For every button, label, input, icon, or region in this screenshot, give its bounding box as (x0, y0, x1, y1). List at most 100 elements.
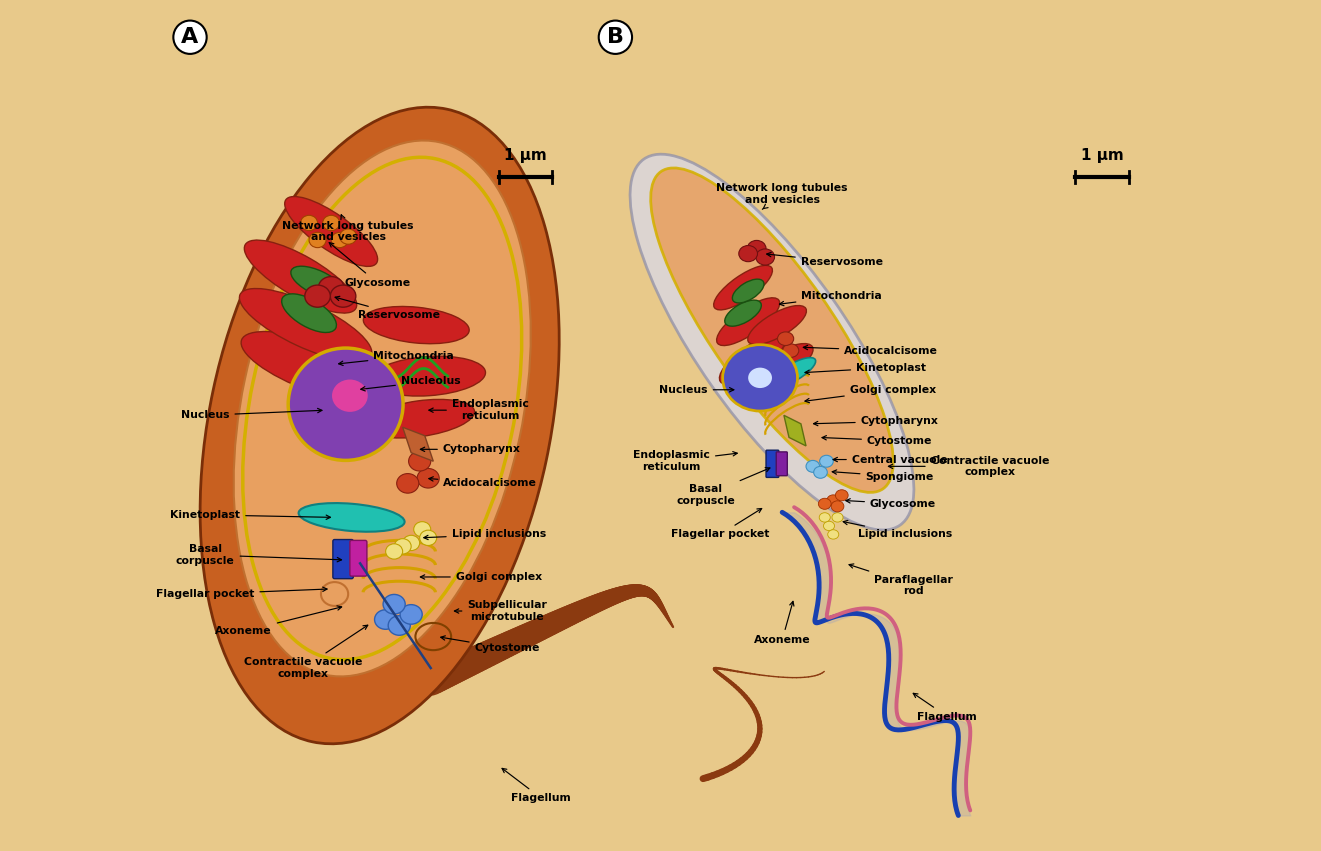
Text: Mitochondria: Mitochondria (338, 351, 454, 365)
Text: Acidocalcisome: Acidocalcisome (803, 346, 938, 356)
Ellipse shape (242, 332, 394, 403)
Ellipse shape (752, 344, 814, 385)
Ellipse shape (383, 594, 406, 614)
Ellipse shape (332, 232, 349, 248)
Text: Basal
corpuscle: Basal corpuscle (176, 544, 342, 566)
FancyBboxPatch shape (350, 540, 367, 576)
Text: Flagellum: Flagellum (502, 768, 571, 803)
Ellipse shape (769, 357, 815, 388)
Ellipse shape (738, 246, 757, 262)
Text: Paraflagellar
rod: Paraflagellar rod (849, 564, 952, 597)
Ellipse shape (339, 229, 357, 244)
Text: Contractile vacuole
complex: Contractile vacuole complex (889, 455, 1049, 477)
Ellipse shape (420, 530, 437, 545)
Text: Kinetoplast: Kinetoplast (804, 363, 926, 374)
Ellipse shape (291, 266, 345, 299)
Polygon shape (783, 415, 806, 446)
Text: Glycosome: Glycosome (329, 243, 411, 288)
Ellipse shape (403, 535, 420, 551)
Ellipse shape (394, 539, 411, 554)
Ellipse shape (288, 348, 403, 460)
Ellipse shape (244, 240, 357, 313)
Text: Axoneme: Axoneme (754, 602, 811, 645)
Text: Reservosome: Reservosome (766, 253, 882, 267)
Ellipse shape (309, 232, 326, 248)
Ellipse shape (713, 266, 773, 310)
Ellipse shape (234, 140, 531, 677)
Ellipse shape (832, 512, 843, 523)
Ellipse shape (831, 500, 844, 511)
Text: Network long tubules
and vesicles: Network long tubules and vesicles (283, 214, 413, 243)
Text: Contractile vacuole
complex: Contractile vacuole complex (244, 625, 367, 679)
Text: Subpellicular
microtubule: Subpellicular microtubule (454, 600, 547, 622)
Ellipse shape (318, 277, 343, 299)
Ellipse shape (720, 334, 786, 384)
Text: Endoplasmic
reticulum: Endoplasmic reticulum (633, 450, 737, 472)
FancyBboxPatch shape (333, 540, 353, 579)
Ellipse shape (417, 468, 440, 488)
Ellipse shape (375, 609, 396, 630)
FancyBboxPatch shape (766, 450, 779, 477)
Ellipse shape (827, 495, 840, 505)
Ellipse shape (413, 522, 431, 537)
Text: Endoplasmic
reticulum: Endoplasmic reticulum (429, 399, 528, 421)
Ellipse shape (782, 344, 799, 357)
Ellipse shape (651, 168, 893, 493)
Ellipse shape (408, 451, 431, 471)
Ellipse shape (285, 197, 378, 266)
Text: Network long tubules
and vesicles: Network long tubules and vesicles (716, 183, 848, 209)
Ellipse shape (386, 544, 403, 559)
Ellipse shape (332, 380, 367, 412)
Ellipse shape (748, 306, 806, 345)
Ellipse shape (716, 298, 779, 346)
Text: Kinetoplast: Kinetoplast (170, 510, 330, 520)
Ellipse shape (322, 215, 339, 231)
Ellipse shape (828, 529, 839, 540)
Text: Golgi complex: Golgi complex (804, 385, 935, 403)
Ellipse shape (396, 473, 419, 494)
Text: 1 μm: 1 μm (503, 148, 547, 163)
Text: A: A (181, 27, 198, 48)
Text: Cytostome: Cytostome (441, 636, 540, 654)
Ellipse shape (756, 249, 774, 266)
Ellipse shape (748, 241, 766, 257)
Ellipse shape (281, 294, 337, 333)
Ellipse shape (835, 490, 848, 500)
Text: Reservosome: Reservosome (336, 296, 440, 320)
Text: Basal
corpuscle: Basal corpuscle (676, 468, 770, 506)
Text: Nucleus: Nucleus (659, 385, 734, 395)
Text: Golgi complex: Golgi complex (420, 572, 542, 582)
Ellipse shape (371, 357, 486, 396)
Text: B: B (606, 27, 624, 48)
Text: Nucleus: Nucleus (181, 408, 322, 420)
Text: Lipid inclusions: Lipid inclusions (424, 529, 546, 540)
Text: Axoneme: Axoneme (215, 606, 342, 637)
Text: Cytopharynx: Cytopharynx (814, 416, 938, 426)
Ellipse shape (819, 512, 831, 523)
Text: 1 μm: 1 μm (1081, 148, 1124, 163)
Text: Cytostome: Cytostome (822, 436, 933, 446)
Ellipse shape (819, 455, 834, 467)
Ellipse shape (363, 306, 469, 344)
Ellipse shape (723, 345, 798, 411)
Text: Flagellar pocket: Flagellar pocket (156, 587, 328, 599)
Text: Acidocalcisome: Acidocalcisome (429, 477, 538, 488)
Text: Cytopharynx: Cytopharynx (420, 444, 520, 454)
Ellipse shape (388, 616, 411, 635)
Polygon shape (403, 427, 433, 461)
Ellipse shape (299, 503, 404, 532)
Text: Nucleolus: Nucleolus (361, 376, 461, 391)
Text: Spongiome: Spongiome (832, 470, 934, 482)
Ellipse shape (748, 368, 771, 388)
Ellipse shape (823, 521, 835, 531)
Text: Lipid inclusions: Lipid inclusions (843, 521, 952, 540)
Ellipse shape (199, 107, 559, 744)
Ellipse shape (732, 279, 764, 303)
Text: Flagellum: Flagellum (913, 694, 978, 722)
Ellipse shape (819, 499, 831, 509)
Ellipse shape (300, 215, 317, 231)
Ellipse shape (725, 300, 761, 326)
Text: Mitochondria: Mitochondria (779, 291, 882, 306)
FancyBboxPatch shape (777, 452, 787, 476)
Text: Flagellar pocket: Flagellar pocket (671, 509, 769, 540)
